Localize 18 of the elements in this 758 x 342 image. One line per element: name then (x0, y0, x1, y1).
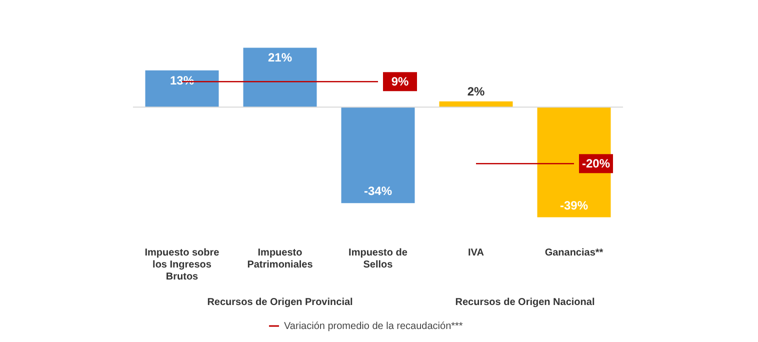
x-tick-label: Impuesto de Sellos (348, 248, 408, 270)
x-tick-label: Impuesto sobre los Ingresos Brutos (144, 248, 220, 282)
text: Recursos de Origen Provincial (207, 297, 354, 308)
x-tick-label: Impuesto Patrimoniales (247, 248, 314, 270)
bar (537, 107, 611, 218)
bar (341, 107, 415, 204)
data-label: -34% (364, 184, 392, 198)
data-label: -39% (560, 198, 588, 212)
bar (145, 70, 219, 108)
data-label: -20% (582, 156, 610, 171)
legend-label: Variación promedio de la recaudación*** (284, 321, 463, 332)
data-label: 9% (391, 74, 409, 89)
data-label: 21% (268, 50, 292, 65)
data-label: 2% (467, 84, 485, 98)
text: Recursos de Origen Nacional (455, 297, 595, 308)
x-tick-label: Ganancias** (544, 248, 604, 258)
x-tick-label: IVA (468, 248, 484, 258)
bar (243, 48, 317, 108)
